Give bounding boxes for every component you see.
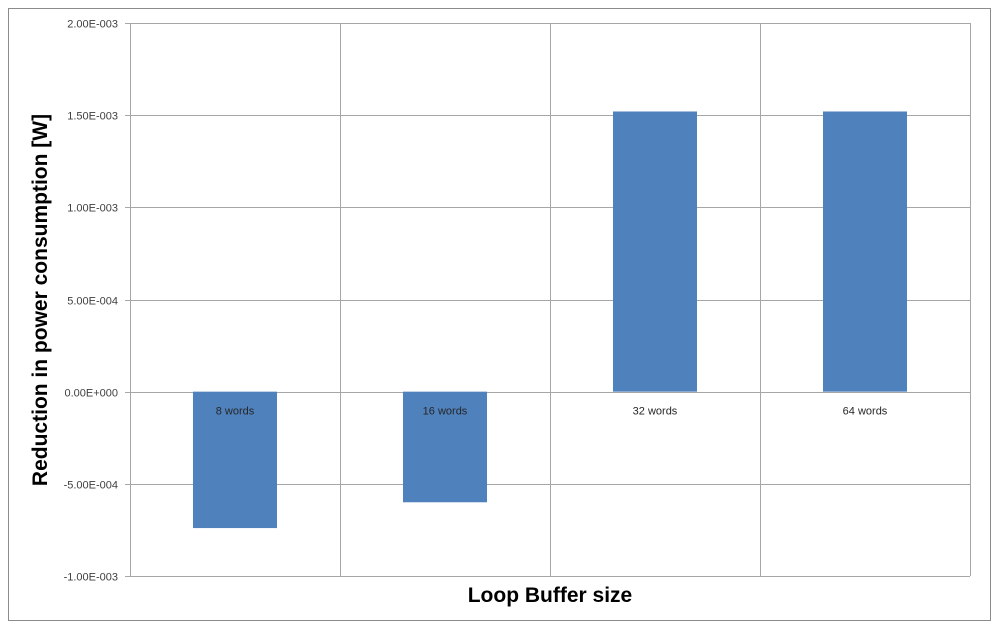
bar-32-words: [613, 111, 697, 392]
category-label: 8 words: [216, 406, 255, 418]
y-tick-label: 1.50E-003: [67, 111, 118, 123]
y-tick-label: 2.00E-003: [67, 19, 118, 31]
y-tick-label: 5.00E-004: [67, 296, 118, 308]
y-tick-labels: -1.00E-003 -5.00E-004 0.00E+000 5.00E-004 1.…: [64, 19, 118, 584]
category-label: 16 words: [423, 406, 468, 418]
category-label: 64 words: [843, 406, 888, 418]
y-axis-title: Reduction in power consumption [W]: [29, 114, 52, 486]
y-tick-label: 0.00E+000: [64, 388, 118, 400]
y-tick-label: -5.00E-004: [64, 480, 118, 492]
bars: [193, 111, 907, 529]
category-labels: 8 words 16 words 32 words 64 words: [216, 406, 888, 418]
bar-16-words: [403, 391, 487, 503]
bar-8-words: [193, 391, 277, 529]
bar-64-words: [823, 111, 907, 392]
y-tick-label: 1.00E-003: [67, 203, 118, 215]
category-label: 32 words: [633, 406, 678, 418]
y-tick-label: -1.00E-003: [64, 572, 118, 584]
x-axis-title: Loop Buffer size: [468, 584, 633, 607]
